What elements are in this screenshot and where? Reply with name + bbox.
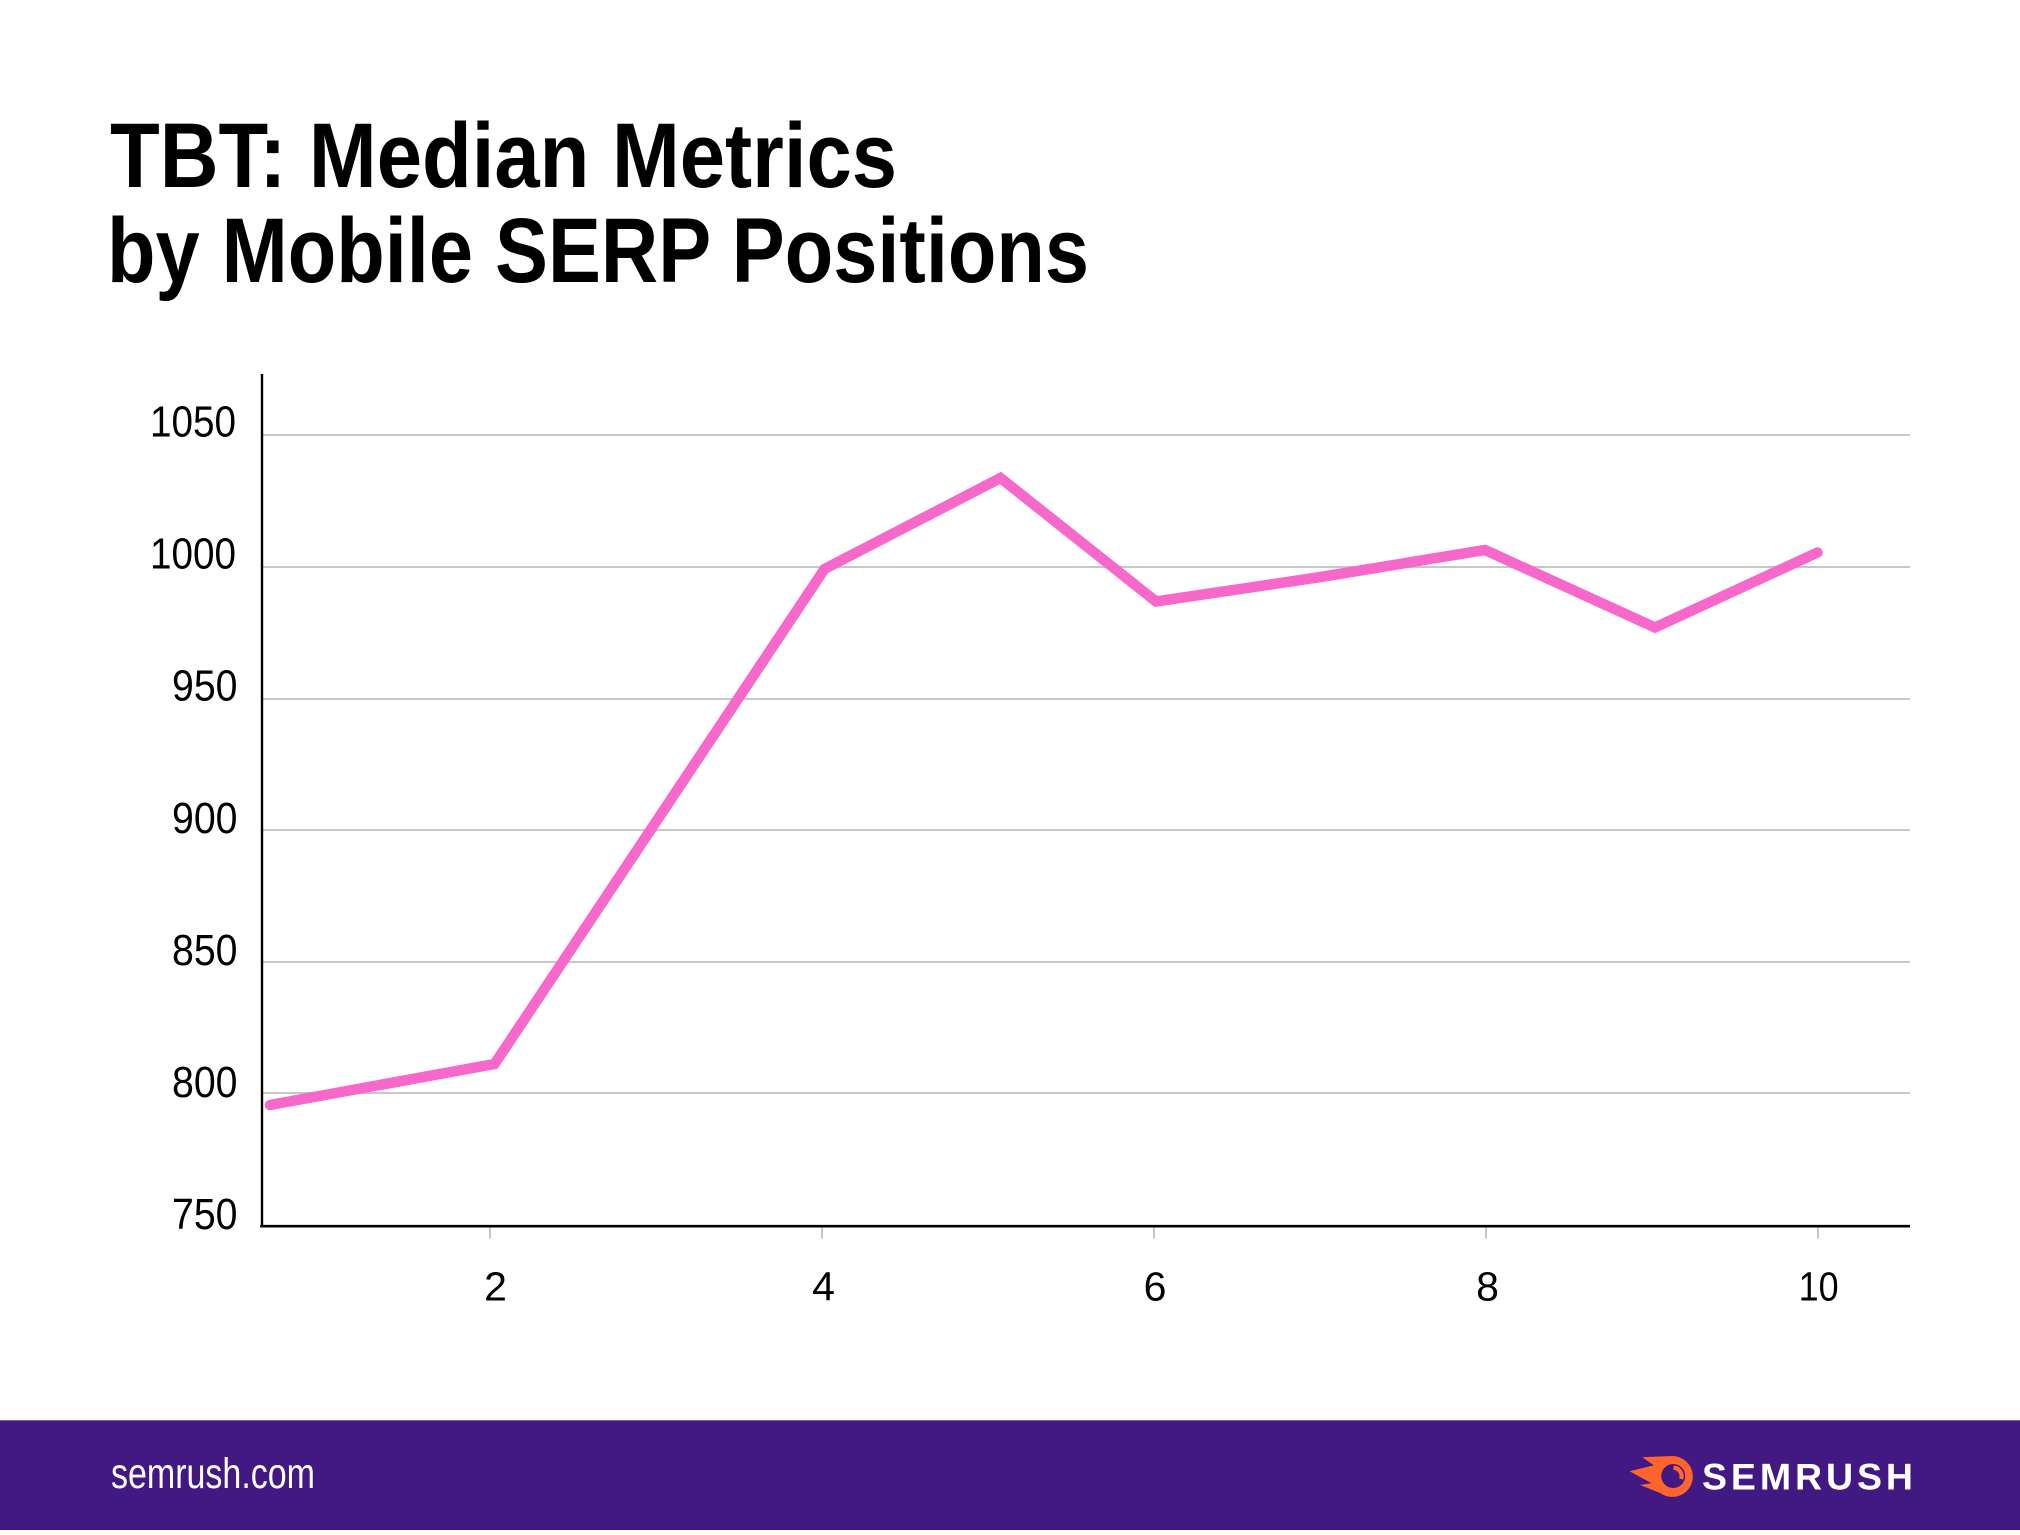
svg-text:950: 950 xyxy=(172,663,238,711)
svg-text:8: 8 xyxy=(1476,1264,1499,1310)
svg-text:2: 2 xyxy=(484,1264,507,1310)
svg-text:4: 4 xyxy=(812,1264,835,1310)
svg-text:850: 850 xyxy=(172,927,238,975)
svg-text:TBT: Median Metrics: TBT: Median Metrics xyxy=(110,105,897,207)
svg-text:900: 900 xyxy=(172,795,238,843)
svg-text:10: 10 xyxy=(1799,1264,1839,1310)
svg-text:by Mobile SERP Positions: by Mobile SERP Positions xyxy=(107,200,1089,302)
svg-text:800: 800 xyxy=(172,1059,238,1107)
svg-text:1000: 1000 xyxy=(150,531,236,579)
svg-text:semrush.com: semrush.com xyxy=(111,1450,315,1498)
svg-text:1050: 1050 xyxy=(150,399,236,447)
svg-text:SEMRUSH: SEMRUSH xyxy=(1702,1456,1913,1498)
svg-text:750: 750 xyxy=(172,1191,238,1239)
svg-text:6: 6 xyxy=(1144,1264,1167,1310)
